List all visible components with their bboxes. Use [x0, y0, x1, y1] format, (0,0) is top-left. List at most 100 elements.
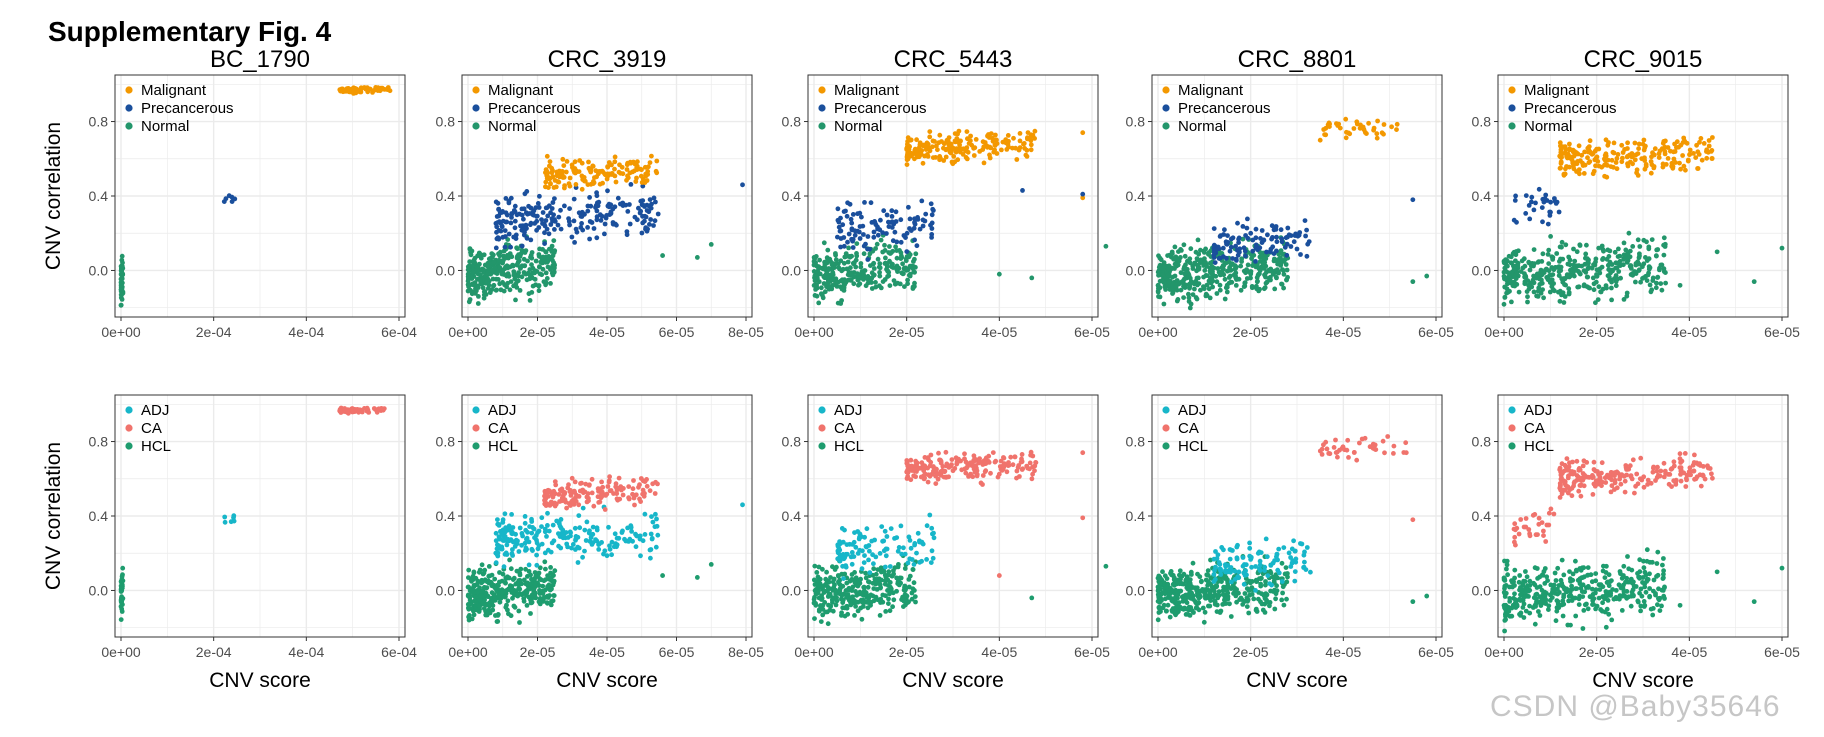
data-point — [968, 133, 973, 139]
data-point — [543, 249, 548, 255]
data-point — [1304, 253, 1310, 259]
data-point — [1270, 271, 1276, 277]
data-point — [893, 219, 899, 224]
data-point — [612, 221, 618, 227]
data-point — [892, 565, 898, 570]
data-point — [1161, 301, 1167, 307]
data-point — [492, 596, 498, 602]
data-point — [860, 223, 866, 229]
data-point — [1285, 571, 1290, 576]
data-point — [494, 582, 500, 588]
data-point — [569, 545, 574, 551]
data-point — [552, 479, 558, 484]
data-point — [1540, 270, 1545, 275]
data-point — [342, 89, 348, 94]
data-point — [1279, 579, 1285, 584]
data-point — [1201, 619, 1207, 625]
data-point — [475, 301, 481, 306]
data-point — [933, 481, 939, 486]
data-point — [376, 406, 382, 412]
data-point — [470, 573, 476, 579]
data-point — [1187, 256, 1193, 262]
data-point — [816, 564, 822, 570]
data-point — [1626, 230, 1632, 236]
data-point — [560, 527, 566, 533]
data-point — [467, 282, 473, 288]
data-point — [571, 502, 577, 507]
data-point — [627, 170, 633, 176]
data-point — [1005, 133, 1011, 138]
data-point — [927, 148, 933, 154]
data-point — [926, 457, 931, 463]
legend-label: ADJ — [141, 402, 169, 419]
data-point — [1292, 569, 1298, 574]
data-point — [1587, 138, 1593, 144]
data-point — [1164, 608, 1169, 614]
data-point — [566, 181, 572, 187]
data-point — [1507, 273, 1512, 278]
data-point — [518, 592, 524, 597]
data-point — [1246, 610, 1252, 616]
data-point — [1625, 140, 1630, 146]
data-point — [1207, 591, 1213, 597]
data-point — [537, 264, 542, 270]
data-point — [883, 609, 889, 614]
data-point — [587, 236, 592, 242]
data-point — [1649, 237, 1655, 243]
x-tick-label: 6e-05 — [659, 644, 695, 660]
data-point — [1529, 194, 1535, 200]
data-point — [609, 162, 614, 168]
panel-title: BC_1790 — [210, 46, 310, 73]
data-point — [467, 259, 473, 265]
data-point — [568, 503, 573, 508]
data-point — [1523, 193, 1529, 199]
data-point — [1513, 276, 1519, 281]
data-point — [624, 167, 630, 172]
data-point — [624, 229, 630, 235]
data-point — [1178, 255, 1183, 260]
data-point — [1273, 274, 1279, 280]
data-point — [1563, 166, 1568, 172]
data-point — [1270, 560, 1276, 566]
data-point — [549, 540, 555, 546]
data-point — [551, 593, 557, 598]
legend-key — [125, 86, 133, 94]
data-point — [908, 477, 914, 483]
data-point — [910, 284, 916, 290]
data-point — [888, 589, 893, 595]
data-point — [888, 526, 894, 531]
data-point — [1704, 147, 1710, 153]
data-point — [506, 611, 511, 617]
data-point — [1609, 297, 1614, 303]
data-point — [849, 271, 854, 277]
data-point — [1602, 153, 1608, 158]
data-point — [564, 505, 569, 511]
data-point — [1212, 260, 1218, 265]
data-point — [881, 208, 887, 214]
data-point — [884, 546, 890, 552]
data-point — [1346, 130, 1351, 136]
data-point — [602, 221, 608, 227]
data-point — [613, 481, 619, 487]
data-point — [1277, 256, 1283, 262]
data-point — [1242, 280, 1248, 285]
data-point — [1670, 165, 1676, 171]
data-point — [544, 534, 549, 539]
data-point — [855, 228, 860, 234]
data-point — [1203, 594, 1209, 600]
data-point — [1155, 269, 1161, 275]
data-point — [1265, 232, 1270, 238]
data-point — [905, 560, 911, 566]
legend-label: Malignant — [834, 82, 900, 99]
data-point — [1248, 269, 1254, 274]
data-point — [1243, 568, 1248, 574]
data-point — [594, 193, 600, 199]
data-point — [891, 597, 897, 603]
legend-key — [125, 104, 133, 112]
data-point — [1279, 236, 1285, 242]
data-point — [1197, 259, 1203, 264]
data-point — [963, 470, 969, 476]
data-point — [1558, 264, 1564, 270]
data-point — [1503, 268, 1509, 274]
data-point — [1242, 599, 1248, 604]
